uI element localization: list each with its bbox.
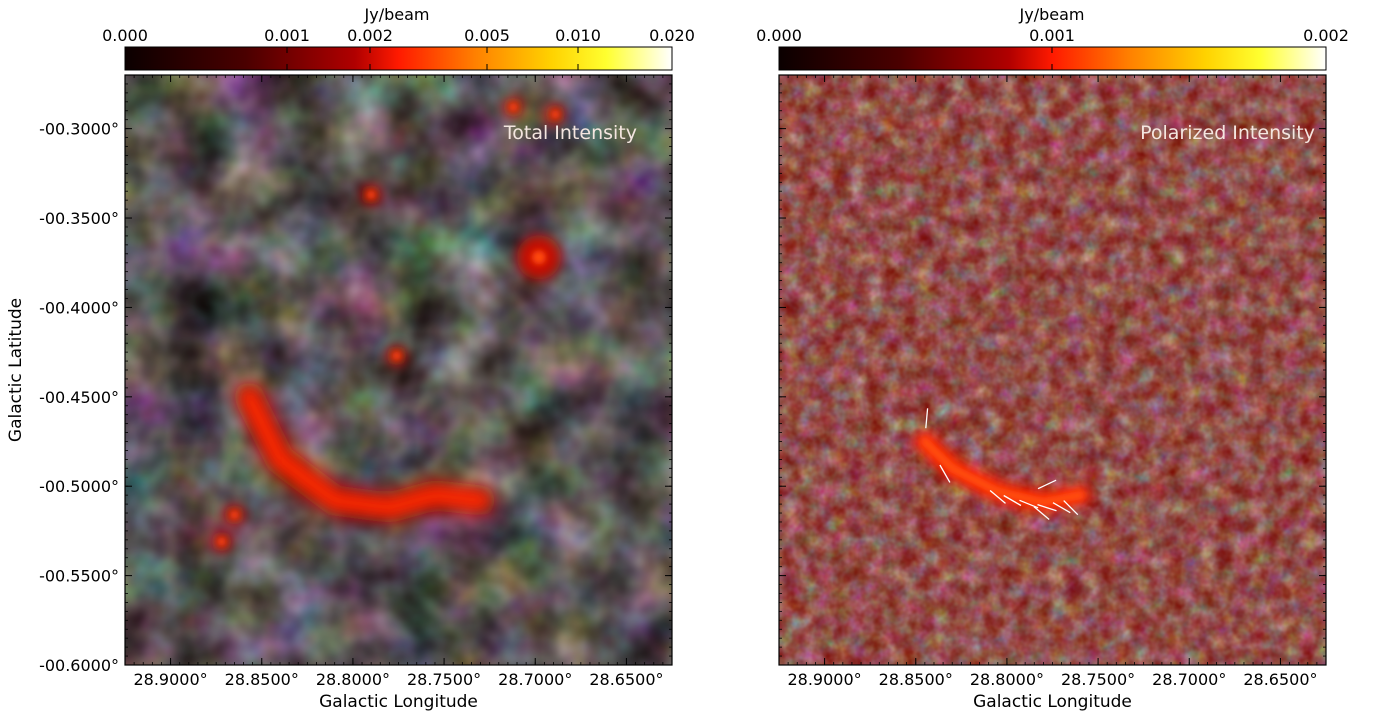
x-tick-label: 28.7500° [1061, 670, 1135, 689]
x-tick-label: 28.8000° [970, 670, 1044, 689]
polarization-vector [989, 490, 1006, 504]
panel-title: Total Intensity [503, 122, 637, 144]
diffuse-emission [125, 75, 672, 665]
point-source [230, 510, 239, 519]
colorbar: 0.000 0.001 0.002 Jy/beam [756, 5, 1349, 71]
y-axis: -00.3000° -00.3500° -00.4000° -00.4500° -00.… [39, 83, 672, 675]
colorbar-tick-label: 0.001 [264, 26, 310, 45]
point-source [551, 110, 560, 119]
x-tick-label: 28.8000° [316, 670, 390, 689]
polarized-arc-core [920, 437, 1084, 507]
point-source [367, 190, 376, 199]
y-axis [779, 83, 1326, 666]
y-tick-label: -00.3000° [39, 120, 119, 139]
colorbar-tick-label: 0.002 [347, 26, 393, 45]
colorbar-tick-label: 0.010 [555, 26, 601, 45]
x-axis-label: Galactic Longitude [973, 692, 1132, 712]
heatmap-image [779, 75, 1326, 665]
noise-texture [779, 75, 1326, 665]
x-tick-label: 28.6500° [589, 670, 663, 689]
point-source [217, 537, 226, 546]
colorbar-tick-label: 0.002 [1303, 26, 1349, 45]
y-tick-label: -00.4500° [39, 388, 119, 407]
x-tick-label: 28.8500° [225, 670, 299, 689]
polarization-vector [1063, 500, 1079, 516]
polarization-vector [939, 464, 951, 483]
y-tick-label: -00.5500° [39, 567, 119, 586]
polarization-vector [925, 408, 929, 429]
y-tick-label: -00.5000° [39, 477, 119, 496]
polarization-vector [1052, 502, 1071, 514]
x-tick-label: 28.6500° [1243, 670, 1317, 689]
polarization-vector [1037, 503, 1057, 512]
point-source [392, 351, 401, 360]
polarization-vector [1003, 494, 1022, 507]
heatmap-image [125, 75, 672, 665]
panel-title: Polarized Intensity [1140, 122, 1315, 144]
colorbar-tick-label: 0.000 [756, 26, 802, 45]
polarization-vector [1037, 479, 1057, 490]
y-tick-label: -00.4000° [39, 298, 119, 317]
x-axis: 28.9000° 28.8500° 28.8000° 28.7500° 28.7000°… [778, 75, 1327, 689]
x-axis-label: Galactic Longitude [319, 692, 478, 712]
x-tick-label: 28.9000° [133, 670, 207, 689]
polarization-vector [1019, 499, 1039, 509]
x-tick-label: 28.7500° [407, 670, 481, 689]
polarization-vector [1033, 506, 1050, 520]
colorbar-label: Jy/beam [364, 5, 430, 24]
colorbar: 0.000 0.001 0.002 0.005 0.010 0.020 Jy/beam [102, 5, 695, 71]
colorbar-tick-label: 0.000 [102, 26, 148, 45]
panel-polarized-intensity: Polarized Intensity 28.9000° 28.8500° 28.80… [756, 5, 1349, 712]
y-tick-label: -00.3500° [39, 209, 119, 228]
point-source [531, 250, 546, 265]
point-source [509, 103, 518, 112]
colorbar-label: Jy/beam [1019, 5, 1085, 24]
y-axis-label: Galactic Latitude [6, 298, 26, 442]
colorbar-gradient [124, 46, 673, 71]
colorbar-tick-label: 0.020 [649, 26, 695, 45]
y-tick-label: -00.6000° [39, 656, 119, 675]
x-tick-label: 28.7000° [498, 670, 572, 689]
colorbar-tick-label: 0.001 [1029, 26, 1075, 45]
snr-shell-arc [242, 389, 488, 515]
x-tick-label: 28.7000° [1152, 670, 1226, 689]
x-axis: 28.9000° 28.8500° 28.8000° 28.7500° 28.7000°… [124, 75, 673, 689]
x-tick-label: 28.9000° [787, 670, 861, 689]
x-tick-label: 28.8500° [879, 670, 953, 689]
colorbar-tick-label: 0.005 [464, 26, 510, 45]
